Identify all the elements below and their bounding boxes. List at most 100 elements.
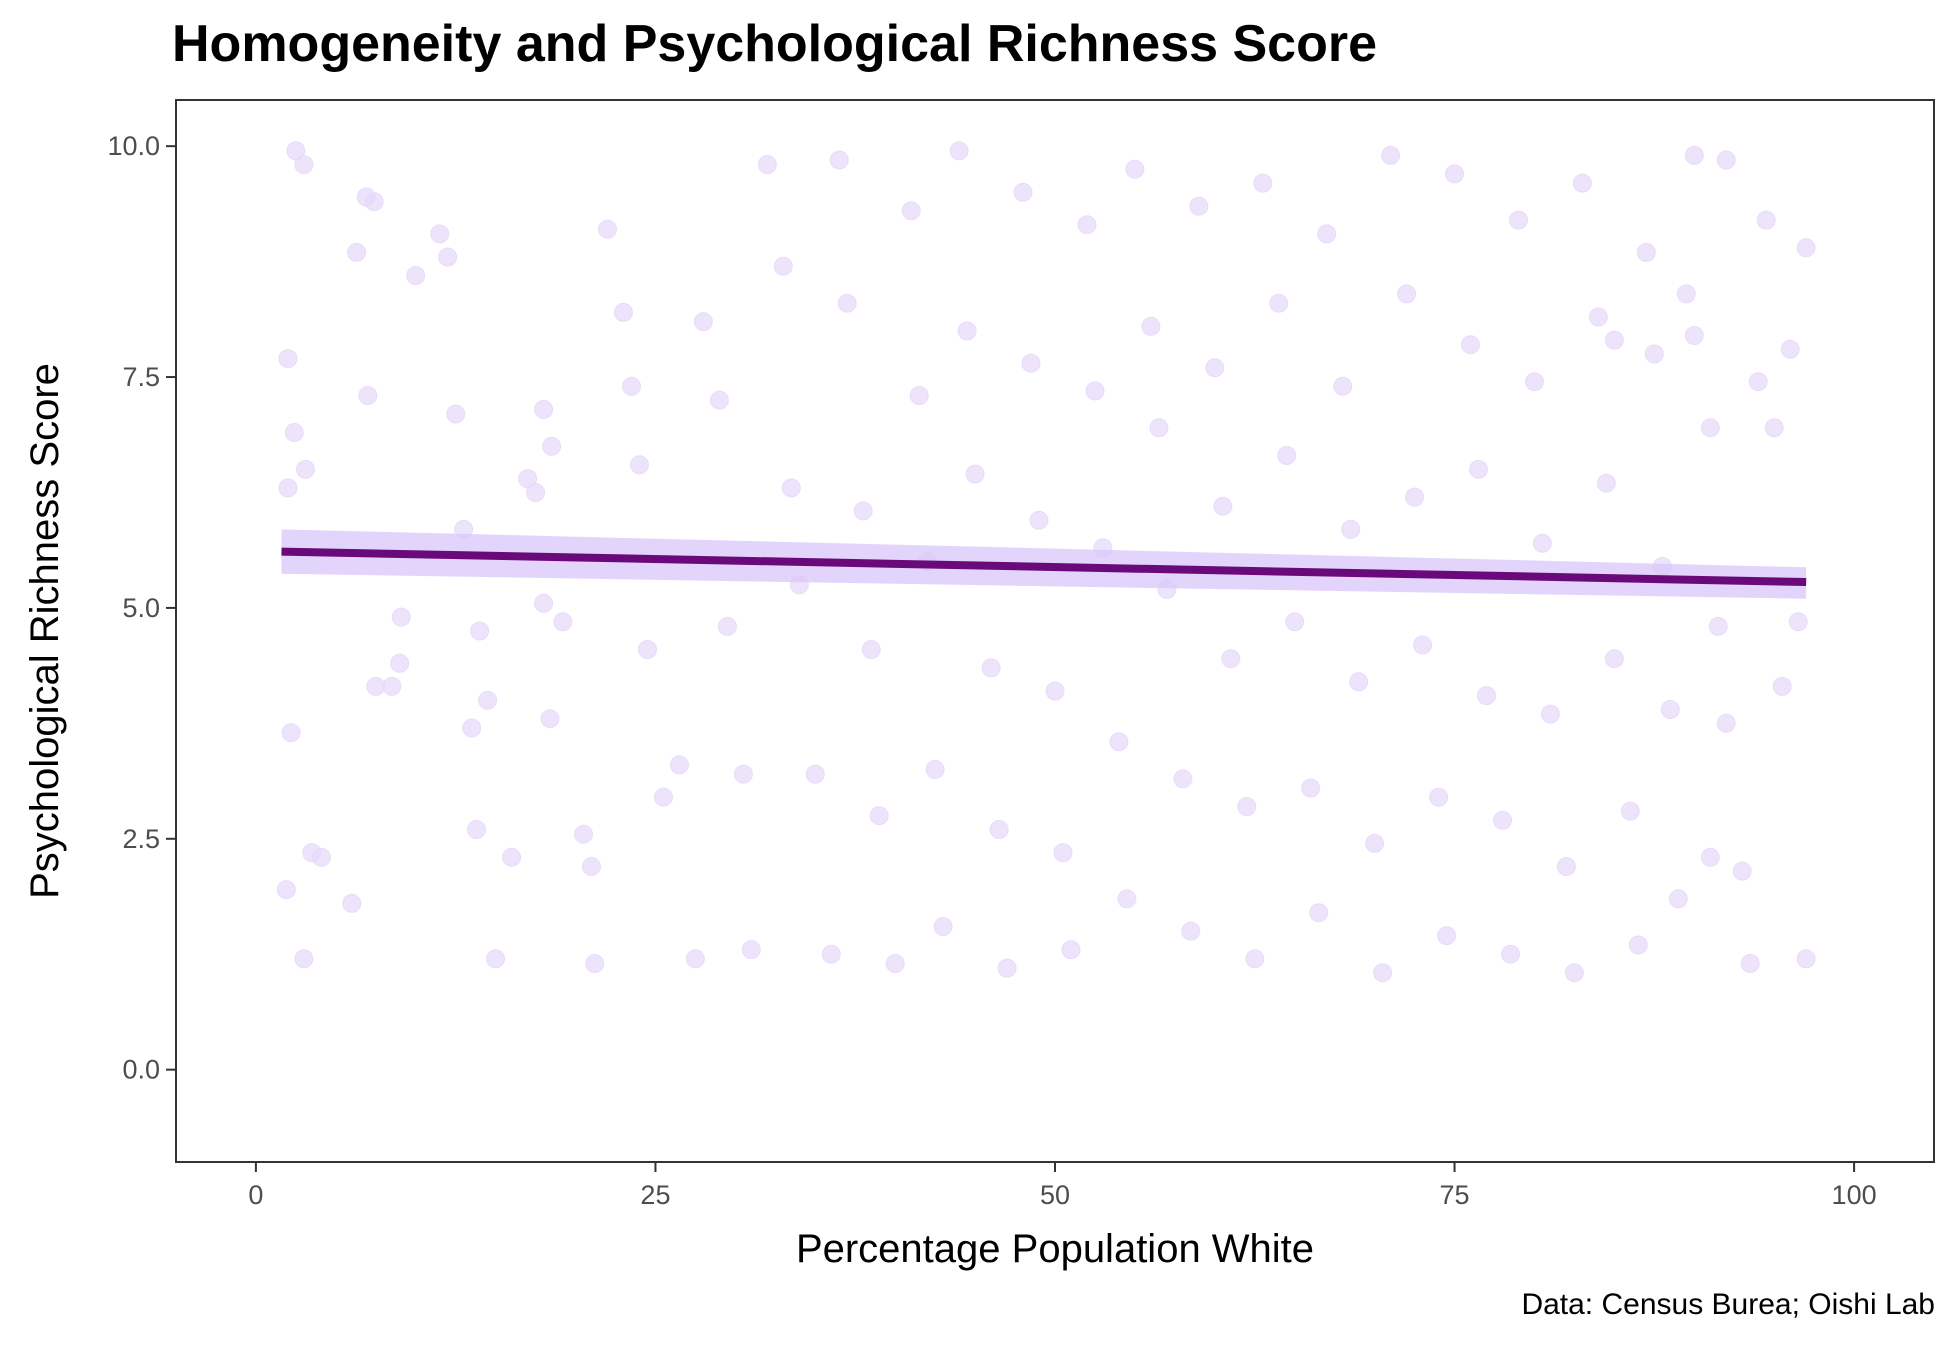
data-point (1780, 339, 1800, 359)
data-point (1053, 843, 1073, 863)
y-tick-label: 10.0 (107, 131, 160, 161)
data-point (284, 423, 304, 442)
data-point (462, 718, 482, 738)
data-point (1397, 284, 1417, 304)
data-point (997, 958, 1017, 978)
data-point (669, 755, 689, 775)
data-point (470, 621, 490, 641)
data-point (1045, 681, 1065, 701)
data-point (542, 436, 562, 456)
data-point (1788, 612, 1808, 632)
data-point (1716, 150, 1736, 170)
data-point (861, 640, 881, 659)
data-point (366, 676, 386, 696)
data-point (1021, 353, 1041, 373)
x-axis: 0 25 50 75 100 (248, 1162, 1877, 1210)
data-point (1189, 196, 1209, 216)
data-point (1413, 635, 1433, 655)
data-point (1277, 446, 1297, 465)
data-point (574, 824, 593, 844)
data-point (1604, 330, 1624, 350)
data-point (1668, 889, 1688, 909)
data-point (311, 847, 331, 867)
data-point (1596, 473, 1616, 493)
data-point (709, 390, 729, 410)
data-point (540, 709, 560, 729)
data-point (1077, 215, 1097, 235)
data-point (1173, 769, 1193, 789)
y-tick-label: 2.5 (122, 824, 160, 854)
data-point (1285, 612, 1305, 632)
data-point (1109, 732, 1129, 752)
data-point (1509, 210, 1528, 230)
data-point (390, 653, 410, 673)
data-point (1381, 145, 1401, 165)
data-point (364, 192, 384, 212)
data-point (741, 940, 761, 960)
data-point (278, 349, 298, 369)
data-point (281, 723, 301, 743)
data-point (1604, 649, 1624, 669)
data-point (1772, 676, 1792, 696)
data-point (837, 293, 857, 313)
data-point (885, 954, 905, 973)
data-point (1149, 418, 1169, 438)
chart-title: Homogeneity and Psychological Richness S… (172, 15, 1378, 73)
data-point (1764, 418, 1784, 438)
data-point (582, 857, 601, 876)
data-point (869, 806, 889, 826)
data-point (406, 266, 426, 285)
data-point (1501, 944, 1520, 964)
data-point (1269, 293, 1289, 313)
data-point (446, 404, 466, 424)
data-point (853, 501, 873, 521)
data-point (733, 764, 753, 784)
data-point (757, 155, 777, 175)
data-point (276, 880, 296, 900)
data-point (1525, 372, 1544, 392)
data-point (1644, 344, 1664, 364)
data-point (585, 954, 605, 973)
data-point (1796, 949, 1816, 969)
y-tick-label: 5.0 (122, 593, 160, 623)
data-point (1373, 963, 1393, 983)
data-point (296, 459, 315, 479)
data-point (614, 302, 633, 322)
data-point (486, 949, 506, 969)
data-point (1477, 686, 1496, 706)
data-point (342, 893, 362, 913)
data-point (981, 658, 1001, 678)
data-point (358, 386, 378, 405)
data-point (294, 155, 314, 175)
data-point (1756, 210, 1776, 230)
data-point (1588, 307, 1608, 327)
chart-caption: Data: Census Burea; Oishi Lab (1521, 1288, 1935, 1321)
data-point (1237, 797, 1257, 816)
data-point (653, 787, 673, 807)
data-point (1013, 182, 1033, 202)
data-point (1309, 903, 1329, 923)
data-point (1245, 949, 1265, 969)
x-tick-label: 0 (248, 1180, 263, 1210)
data-point (1085, 381, 1105, 401)
data-point (467, 820, 486, 839)
data-point (957, 321, 977, 341)
data-point (1620, 801, 1640, 821)
x-tick-label: 50 (1040, 1180, 1070, 1210)
data-point (909, 386, 929, 405)
data-point (821, 944, 841, 964)
data-point (534, 593, 554, 613)
data-point (829, 150, 849, 170)
data-point (1317, 224, 1337, 244)
y-tick-label: 0.0 (122, 1055, 160, 1085)
data-point (1349, 672, 1369, 692)
data-point (1469, 459, 1488, 479)
data-point (1461, 335, 1480, 355)
data-point (1213, 496, 1233, 516)
data-point (1253, 173, 1273, 193)
x-axis-title: Percentage Population White (796, 1227, 1314, 1271)
data-point (1684, 326, 1704, 345)
data-point (598, 219, 617, 239)
data-point (1684, 145, 1704, 165)
